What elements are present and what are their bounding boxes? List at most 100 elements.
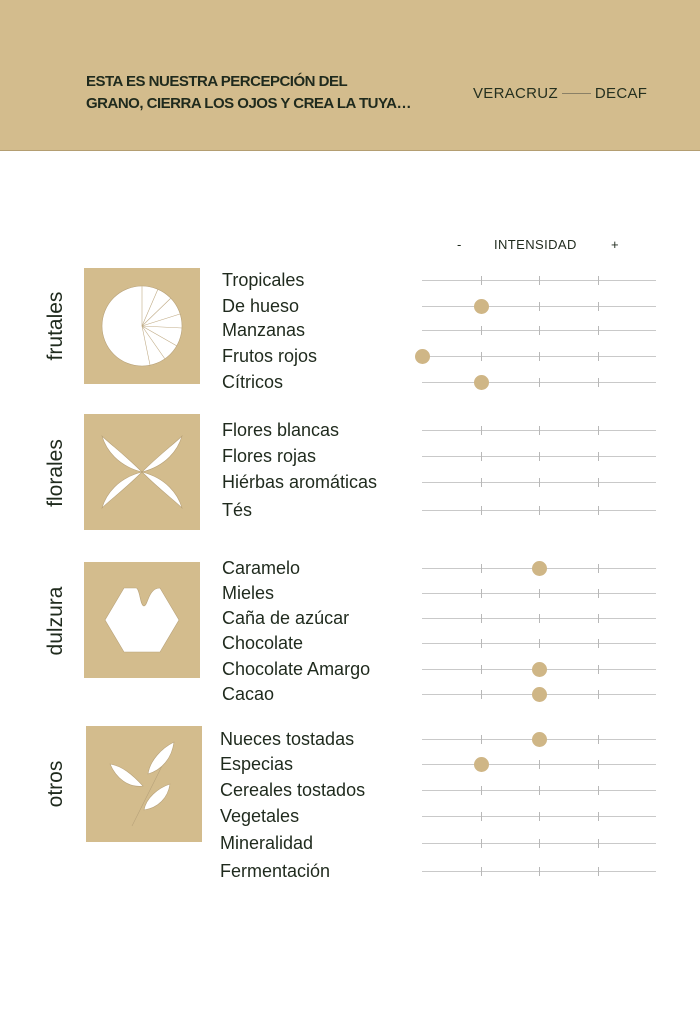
intensity-tick [481, 426, 482, 435]
intensity-tick [598, 426, 599, 435]
intensity-tick [598, 735, 599, 744]
attribute-label: Mieles [222, 583, 275, 603]
leaves-icon [109, 741, 175, 827]
intensity-tick [481, 352, 482, 361]
intensity-track [422, 326, 656, 335]
origin-divider [561, 92, 591, 94]
attribute-label: Cacao [222, 684, 275, 704]
intensity-tick [598, 639, 599, 648]
attribute-label: Manzanas [222, 320, 306, 340]
intensity-tick [481, 326, 482, 335]
category-label-florales: florales [44, 439, 67, 507]
intensity-tick [598, 589, 599, 598]
intensity-tick [481, 812, 482, 821]
intensity-tick [598, 506, 599, 515]
category-label-otros: otros [44, 760, 67, 808]
attribute-label: Nueces tostadas [220, 729, 355, 749]
tagline-line-2: GRANO, CIERRA LOS OJOS Y CREA LA TUYA… [86, 95, 411, 112]
intensity-tick [539, 302, 540, 311]
intensity-tick [481, 690, 482, 699]
intensity-track [422, 589, 656, 598]
intensity-tick [539, 352, 540, 361]
intensity-track [422, 867, 656, 876]
intensity-tick [539, 326, 540, 335]
intensity-tick [481, 665, 482, 674]
header-banner: ESTA ES NUESTRA PERCEPCIÓN DEL GRANO, CI… [0, 0, 700, 151]
attribute-label: Vegetales [220, 806, 300, 826]
intensity-tick [598, 760, 599, 769]
attribute-label: Caramelo [222, 558, 301, 578]
attribute-label: Caña de azúcar [222, 608, 350, 628]
intensity-tick [539, 426, 540, 435]
scale-minus: - [457, 237, 462, 252]
tagline: ESTA ES NUESTRA PERCEPCIÓN DEL GRANO, CI… [86, 71, 446, 115]
attribute-label: Chocolate Amargo [222, 659, 371, 679]
intensity-marker [532, 732, 547, 747]
intensity-track [422, 561, 656, 576]
attribute-label: Especias [220, 754, 294, 774]
intensity-marker [532, 561, 547, 576]
intensity-marker [532, 662, 547, 677]
intensity-tick [481, 867, 482, 876]
intensity-track [422, 662, 656, 677]
intensity-track [422, 786, 656, 795]
intensity-tick [598, 452, 599, 461]
intensity-tick [598, 812, 599, 821]
attribute-label: Tropicales [222, 270, 305, 290]
intensity-tick [539, 276, 540, 285]
intensity-tick [481, 564, 482, 573]
attribute-label: Flores blancas [222, 420, 340, 440]
intensity-tick [481, 614, 482, 623]
intensity-marker [474, 757, 489, 772]
intensity-tick [481, 735, 482, 744]
intensity-tick [598, 302, 599, 311]
attribute-label: Fermentación [220, 861, 331, 881]
category-tile-frutales [84, 268, 200, 384]
intensity-tick [539, 614, 540, 623]
intensity-track [422, 732, 656, 747]
citrus-slice-icon [101, 285, 183, 367]
intensity-scale-header: - INTENSIDAD + [450, 237, 630, 255]
intensity-tick [598, 867, 599, 876]
intensity-tick [598, 276, 599, 285]
intensity-tick [598, 378, 599, 387]
intensity-marker [474, 299, 489, 314]
intensity-tick [598, 614, 599, 623]
intensity-tick [539, 867, 540, 876]
intensity-tick [481, 839, 482, 848]
intensity-tick [481, 452, 482, 461]
intensity-tick [481, 506, 482, 515]
intensity-track [422, 757, 656, 772]
intensity-tick [539, 760, 540, 769]
intensity-tick [539, 589, 540, 598]
intensity-tick [539, 378, 540, 387]
scale-plus: + [611, 237, 619, 252]
intensity-tick [481, 786, 482, 795]
intensity-track [422, 687, 656, 702]
intensity-tick [539, 478, 540, 487]
intensity-tick [598, 352, 599, 361]
attribute-label: De hueso [222, 296, 300, 316]
category-tile-florales [84, 414, 200, 530]
attribute-label: Hiérbas aromáticas [222, 472, 378, 492]
intensity-track [422, 478, 656, 487]
intensity-tick [598, 690, 599, 699]
intensity-tick [481, 478, 482, 487]
category-tile-otros [86, 726, 202, 842]
intensity-track [422, 812, 656, 821]
category-label-dulzura: dulzura [44, 586, 67, 656]
attribute-label: Chocolate [222, 633, 304, 653]
intensity-track [422, 276, 656, 285]
intensity-track [422, 299, 656, 314]
origin-label: VERACRUZ [473, 84, 558, 102]
intensity-tick [481, 589, 482, 598]
intensity-tick [598, 564, 599, 573]
category-tile-dulzura [84, 562, 200, 678]
intensity-tick [481, 276, 482, 285]
category-label-frutales: frutales [44, 291, 67, 361]
intensity-tick [539, 839, 540, 848]
tagline-line-1: ESTA ES NUESTRA PERCEPCIÓN DEL [86, 73, 348, 90]
sugar-cube-icon [104, 587, 180, 653]
attribute-label: Cereales tostados [220, 780, 366, 800]
intensity-tick [539, 506, 540, 515]
